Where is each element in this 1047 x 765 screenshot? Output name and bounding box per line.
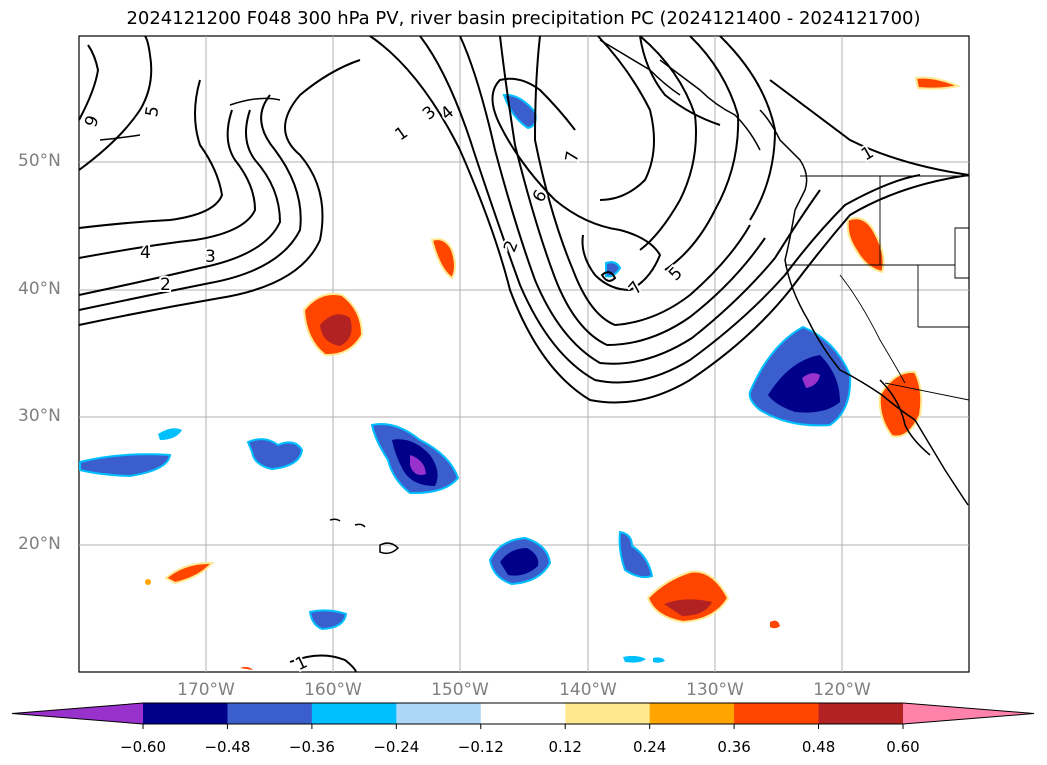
colorbar-tick-label: −0.48 (204, 738, 251, 756)
contour-label: 4 (140, 243, 151, 263)
lon-label-130w: 130°W (686, 680, 744, 700)
lon-label-160w: 160°W (304, 680, 362, 700)
lon-label-120w: 120°W (813, 680, 871, 700)
map-panel: 5 9 4 3 2 1 3 4 7 6 2 7 5 1 1 (78, 35, 970, 677)
colorbar-extend-high (903, 703, 1034, 724)
colorbar-extend-low (12, 703, 143, 724)
colorbar-tick-label: −0.60 (120, 738, 166, 756)
colorbar-segment (734, 703, 820, 724)
lat-label-20n: 20°N (18, 534, 61, 554)
lon-label-140w: 140°W (559, 680, 617, 700)
lat-label-40n: 40°N (18, 279, 61, 299)
pv-contours (78, 35, 970, 673)
colorbar-tick-label: 0.48 (801, 738, 836, 756)
colorbar-tick-label: 0.24 (632, 738, 667, 756)
lat-label-30n: 30°N (18, 406, 61, 426)
lon-label-170w: 170°W (177, 680, 235, 700)
colorbar-tick-label: 0.60 (886, 738, 920, 756)
colorbar (11, 702, 1035, 729)
colorbar-segment (480, 703, 566, 724)
colorbar-segment (311, 703, 397, 724)
contour-label: 2 (160, 275, 171, 295)
colorbar-segment (227, 703, 313, 724)
colorbar-segment (396, 703, 482, 724)
colorbar-segment (565, 703, 651, 724)
precip-blob-negative (79, 93, 852, 663)
contour-label: 3 (205, 247, 216, 267)
colorbar-segment (649, 703, 735, 724)
colorbar-segment (818, 703, 904, 724)
lat-label-50n: 50°N (18, 151, 61, 171)
colorbar-tick-label: −0.24 (373, 738, 420, 756)
map-title: 2024121200 F048 300 hPa PV, river basin … (126, 8, 921, 29)
precip-blobs (79, 76, 962, 670)
colorbar-tick-label: 0.12 (548, 738, 582, 756)
colorbar-tick-label: 0.36 (717, 738, 751, 756)
colorbar-tick-label: −0.12 (457, 738, 504, 756)
lon-label-150w: 150°W (431, 680, 489, 700)
colorbar-segment (143, 703, 228, 724)
boundaries (785, 175, 970, 401)
colorbar-tick-label: −0.36 (288, 738, 335, 756)
